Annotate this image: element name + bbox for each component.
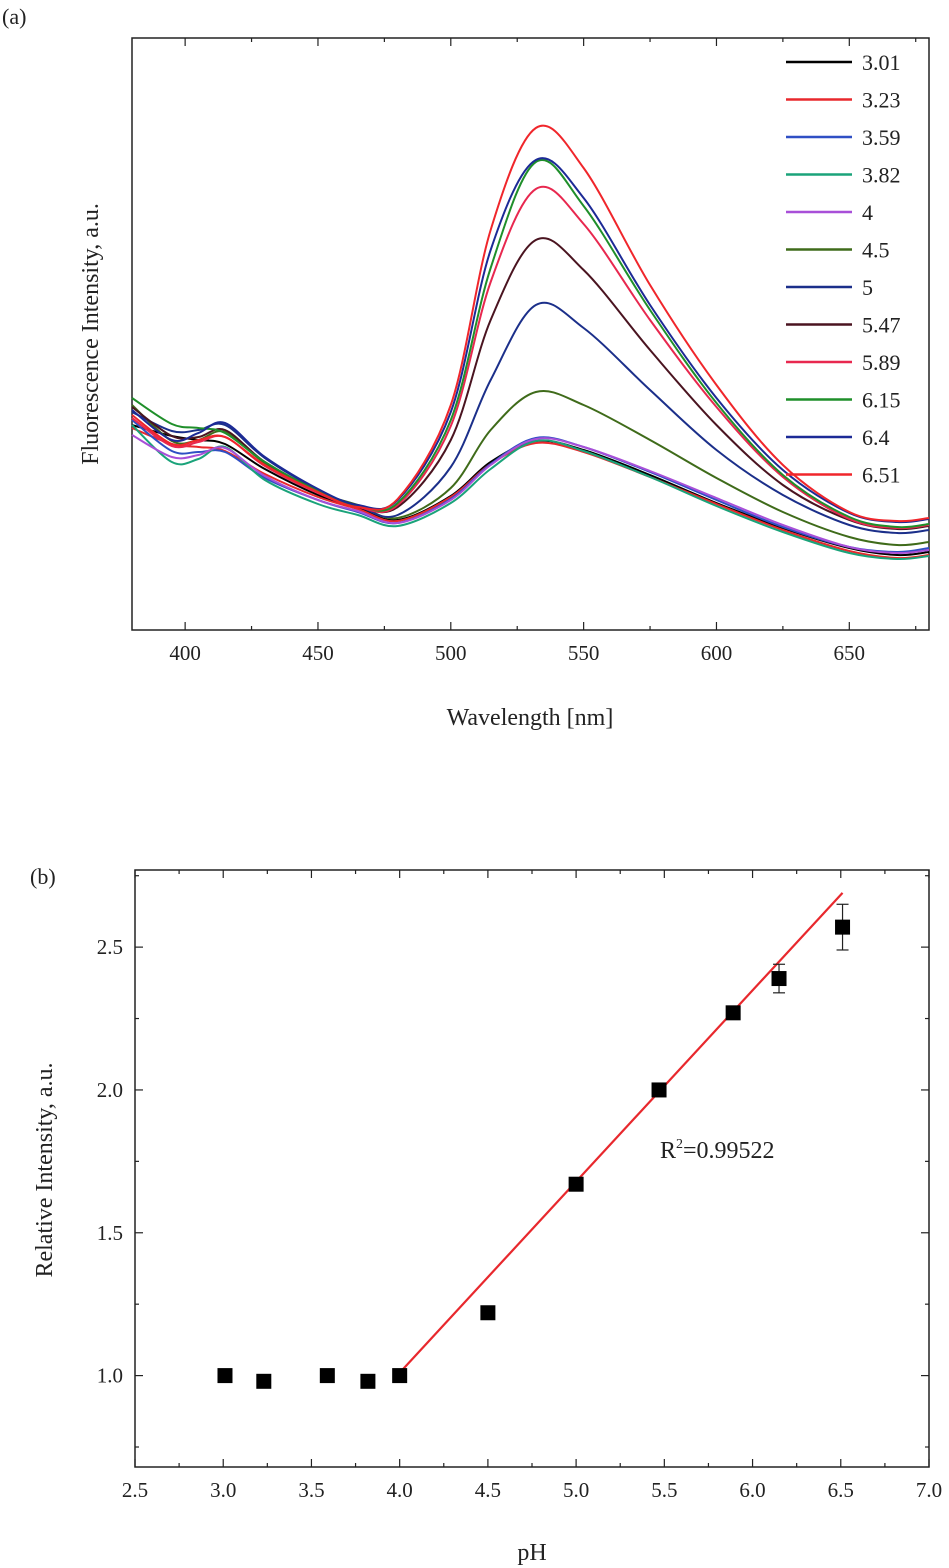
series-line-4 — [131, 434, 930, 555]
data-point — [651, 1082, 667, 1098]
series-line-6-15 — [131, 159, 930, 529]
data-point — [480, 1305, 496, 1321]
x-tick-label: 600 — [701, 641, 733, 665]
x-tick-label: 3.0 — [210, 1478, 236, 1502]
y-tick-label: 2.0 — [97, 1078, 123, 1102]
legend-label: 5 — [862, 275, 873, 300]
legend-label: 3.82 — [862, 163, 901, 188]
legend-label: 3.01 — [862, 50, 901, 75]
panel-b-chart: (b) 2.5 3.0 3.5 4.0 4.5 5.0 5.5 6.0 6.5 7.0 1.0 1.5… — [30, 864, 942, 1566]
x-tick-label: 500 — [435, 641, 467, 665]
linear-fit-line — [393, 892, 844, 1380]
legend-label: 6.51 — [862, 463, 901, 488]
x-tick-label: 400 — [169, 641, 201, 665]
panel-a-y-label: Fluorescence Intensity, a.u. — [78, 203, 104, 465]
data-point — [217, 1368, 233, 1384]
x-tick-label: 650 — [834, 641, 866, 665]
panel-b-axes: 2.5 3.0 3.5 4.0 4.5 5.0 5.5 6.0 6.5 7.0 1.0 1.5 2.0 2… — [97, 870, 942, 1502]
series-line-6-51 — [131, 124, 930, 523]
legend-label: 6.15 — [862, 388, 901, 413]
x-tick-label: 6.0 — [739, 1478, 765, 1502]
x-tick-label: 5.5 — [651, 1478, 677, 1502]
data-point — [392, 1368, 408, 1384]
panel-a-chart: (a) 400 450 500 550 600 650 3.013.233.593.824… — [2, 4, 930, 731]
legend-label: 5.47 — [862, 313, 901, 338]
panel-b-points — [217, 903, 851, 1389]
series-line-5 — [131, 301, 930, 535]
panel-a-x-label: Wavelength [nm] — [447, 705, 614, 731]
legend-label: 6.4 — [862, 425, 890, 450]
data-point — [319, 1368, 335, 1384]
panel-a-series — [131, 124, 930, 561]
legend-label: 4 — [862, 200, 873, 225]
series-line-5-47 — [131, 237, 930, 531]
x-tick-label: 4.5 — [475, 1478, 501, 1502]
y-tick-label: 1.0 — [97, 1364, 123, 1388]
x-tick-label: 550 — [568, 641, 600, 665]
panel-b-frame — [134, 869, 930, 1468]
x-tick-label: 6.5 — [828, 1478, 854, 1502]
series-line-5-89 — [131, 185, 930, 530]
panel-a-label: (a) — [2, 4, 26, 29]
y-tick-label: 2.5 — [97, 935, 123, 959]
legend-label: 5.89 — [862, 350, 901, 375]
data-point — [568, 1176, 584, 1192]
x-tick-label: 2.5 — [122, 1478, 148, 1502]
panel-b-r2-annotation: R2=0.99522 — [660, 1137, 775, 1164]
data-point — [835, 919, 851, 935]
y-tick-label: 1.5 — [97, 1221, 123, 1245]
data-point — [256, 1373, 272, 1389]
panel-b-label: (b) — [30, 864, 56, 889]
x-tick-label: 4.0 — [387, 1478, 413, 1502]
x-tick-label: 5.0 — [563, 1478, 589, 1502]
data-point — [725, 1005, 741, 1021]
panel-a-legend: 3.01 3.23 3.59 3.82 4 4.5 5 5.47 5.89 6.15 6.4 6.51 — [786, 50, 901, 488]
legend-label: 3.59 — [862, 125, 901, 150]
legend-label: 3.23 — [862, 88, 901, 113]
x-tick-label: 7.0 — [916, 1478, 942, 1502]
series-line-6-4 — [131, 157, 930, 524]
x-tick-label: 3.5 — [298, 1478, 324, 1502]
data-point — [360, 1373, 376, 1389]
x-tick-label: 450 — [302, 641, 334, 665]
panel-a-x-axis: 400 450 500 550 600 650 — [169, 38, 917, 665]
panel-b-y-label: Relative Intensity, a.u. — [32, 1062, 58, 1277]
panel-b-fit-line — [393, 892, 844, 1380]
panel-a-frame — [131, 37, 930, 631]
data-point — [771, 971, 787, 987]
panel-b-x-label: pH — [517, 1540, 546, 1566]
legend-label: 4.5 — [862, 238, 890, 263]
